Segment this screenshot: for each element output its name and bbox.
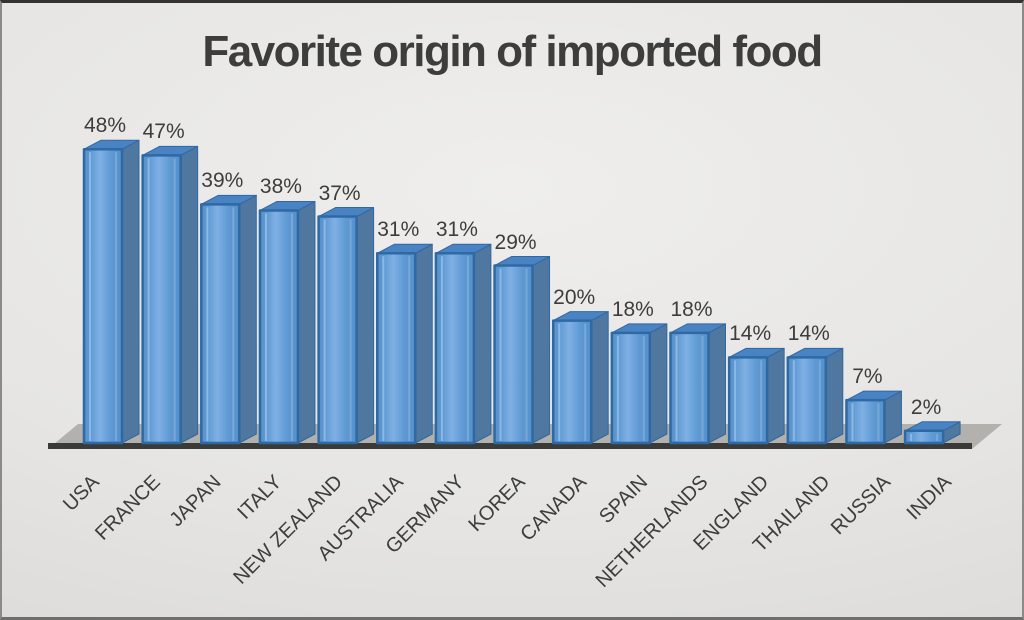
bar-side-face (414, 243, 433, 444)
bar-side-face (590, 311, 609, 444)
bar-spain (610, 323, 668, 445)
bar-side-face (649, 323, 668, 444)
bar-side-face (356, 207, 375, 444)
bar-side-face (297, 200, 316, 444)
bar-japan (200, 194, 257, 445)
bar-side-face (766, 347, 785, 444)
bar-front-face (903, 429, 945, 445)
bar-front-face (610, 331, 652, 445)
bar-usa (82, 139, 140, 445)
bar-front-face (551, 319, 593, 445)
bar-side-face (825, 347, 844, 444)
bar-side-face (473, 243, 492, 444)
bar-chart-canvas (48, 139, 1002, 449)
bar-germany (434, 243, 492, 445)
bar-side-face (708, 323, 726, 444)
bar-front-face (493, 264, 534, 445)
bar-front-face (258, 209, 300, 445)
bar-england (727, 347, 785, 445)
bar-front-face (82, 147, 124, 445)
bar-front-face (786, 356, 828, 445)
chart-baseline (48, 443, 972, 449)
bar-netherlands (669, 323, 726, 445)
bar-side-face (180, 145, 199, 444)
bar-new-zealand (317, 207, 375, 445)
bar-italy (258, 200, 316, 445)
bar-canada (551, 311, 609, 445)
bar-front-face (200, 203, 241, 445)
bar-front-face (317, 215, 358, 445)
bar-france (141, 145, 199, 445)
bar-russia (845, 390, 902, 445)
bar-india (903, 421, 961, 445)
bar-front-face (669, 331, 710, 445)
bar-front-face (727, 356, 769, 445)
bar-front-face (845, 398, 886, 445)
bar-korea (493, 256, 551, 445)
bar-front-face (434, 252, 476, 445)
bar-side-face (121, 139, 140, 444)
bar-thailand (786, 347, 844, 445)
chart-title: Favorite origin of imported food (202, 27, 823, 76)
bar-front-face (376, 252, 417, 445)
bar-side-face (532, 256, 551, 444)
bar-side-face (238, 194, 257, 444)
bar-front-face (141, 154, 182, 445)
bar-australia (376, 243, 433, 445)
